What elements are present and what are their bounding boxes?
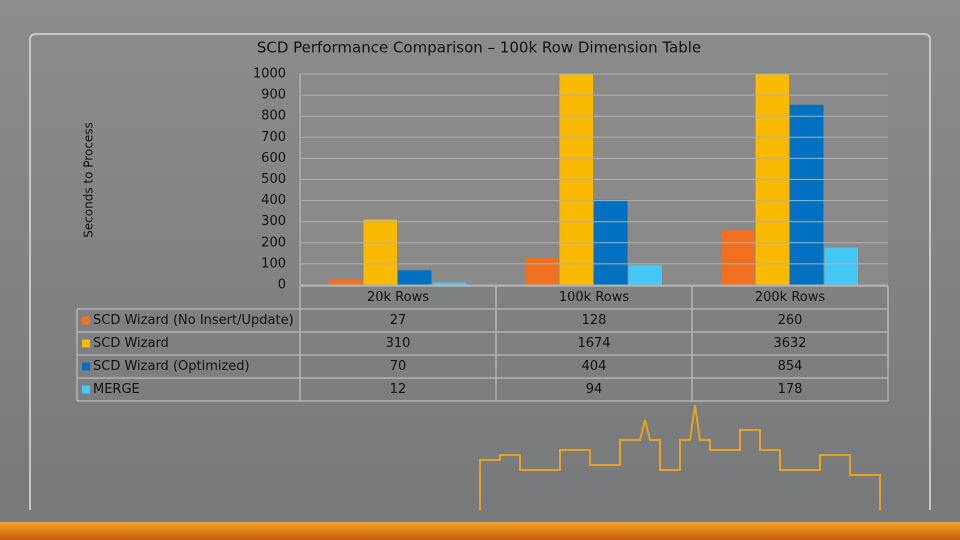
legend-swatch <box>82 316 90 325</box>
y-tick-label: 700 <box>261 130 286 145</box>
legend-swatch <box>82 385 90 394</box>
legend-label: SCD Wizard (No Insert/Update) <box>93 313 294 328</box>
y-tick-label: 600 <box>261 151 286 166</box>
table-value: 178 <box>778 382 803 397</box>
table-value: 404 <box>582 359 607 374</box>
y-tick-label: 400 <box>261 193 286 208</box>
x-tick-label: 20k Rows <box>367 290 429 305</box>
table-value: 70 <box>390 359 407 374</box>
table-value: 94 <box>586 382 603 397</box>
panel-border <box>29 33 931 510</box>
bar <box>432 282 466 285</box>
x-tick-label: 200k Rows <box>755 290 826 305</box>
table-value: 854 <box>778 359 803 374</box>
legend-swatch <box>82 362 90 371</box>
table-value: 260 <box>778 313 803 328</box>
legend-label: SCD Wizard (Optimized) <box>93 359 250 374</box>
y-tick-label: 300 <box>261 214 286 229</box>
bar <box>628 265 662 285</box>
bar <box>721 230 755 285</box>
y-tick-label: 100 <box>261 256 286 271</box>
table-value: 1674 <box>577 336 610 351</box>
bar <box>824 247 858 285</box>
bar <box>790 104 824 285</box>
footer-bar <box>0 522 960 540</box>
table-value: 3632 <box>773 336 806 351</box>
table-value: 128 <box>582 313 607 328</box>
chart-title: SCD Performance Comparison – 100k Row Di… <box>257 39 701 57</box>
y-tick-label: 1000 <box>253 67 286 82</box>
y-tick-label: 900 <box>261 88 286 103</box>
y-tick-label: 200 <box>261 235 286 250</box>
y-axis-label: Seconds to Process <box>82 122 96 238</box>
y-tick-label: 0 <box>278 278 286 293</box>
legend-label: MERGE <box>93 382 140 397</box>
y-tick-label: 500 <box>261 172 286 187</box>
legend-label: SCD Wizard <box>93 336 169 351</box>
x-tick-label: 100k Rows <box>559 290 630 305</box>
table-value: 310 <box>386 336 411 351</box>
bar <box>398 270 432 285</box>
table-value: 12 <box>390 382 407 397</box>
table-value: 27 <box>390 313 407 328</box>
bar <box>525 257 559 285</box>
legend-swatch <box>82 339 90 348</box>
bar <box>363 219 397 285</box>
skyline-decoration <box>479 404 881 510</box>
bar <box>755 74 789 285</box>
bar <box>329 279 363 285</box>
y-tick-label: 800 <box>261 109 286 124</box>
